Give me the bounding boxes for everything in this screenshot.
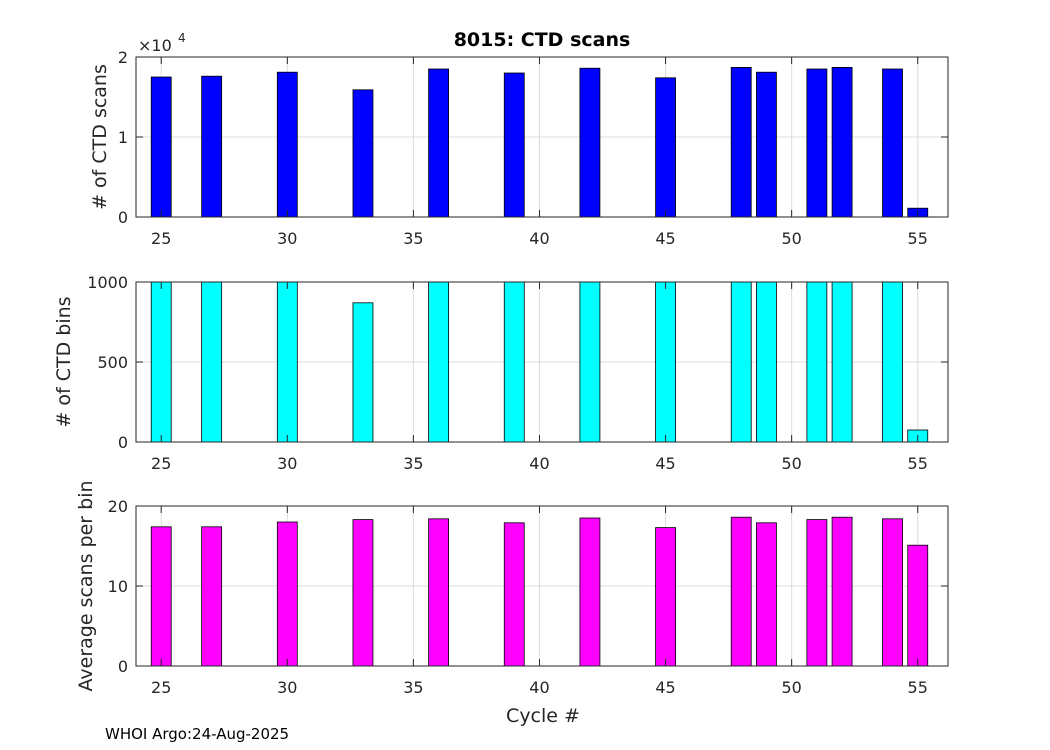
x-tick-label: 55 bbox=[908, 678, 928, 697]
x-tick-label: 35 bbox=[403, 678, 423, 697]
bar bbox=[579, 281, 601, 443]
bar bbox=[428, 281, 450, 443]
bar bbox=[201, 281, 223, 443]
y-tick-label: 1000 bbox=[87, 273, 128, 292]
bar bbox=[150, 526, 172, 667]
bar bbox=[276, 71, 298, 218]
y-tick-label: 2 bbox=[118, 48, 128, 67]
bar bbox=[428, 518, 450, 667]
chart-title: 8015: CTD scans bbox=[454, 29, 631, 51]
bar bbox=[831, 516, 853, 667]
bar bbox=[756, 71, 777, 218]
bar bbox=[730, 67, 752, 218]
bar bbox=[806, 519, 828, 667]
bar bbox=[655, 281, 676, 443]
y-exponent-power: 4 bbox=[178, 31, 186, 45]
bar bbox=[806, 281, 828, 443]
y-tick-label: 0 bbox=[118, 208, 128, 227]
bar bbox=[276, 281, 298, 443]
bar bbox=[730, 516, 752, 667]
y-axis-label: Average scans per bin bbox=[75, 480, 97, 691]
x-tick-label: 35 bbox=[403, 454, 423, 473]
bar bbox=[831, 281, 853, 443]
bar bbox=[655, 527, 676, 667]
footer-credit: WHOI Argo:24-Aug-2025 bbox=[105, 725, 290, 743]
bar bbox=[503, 72, 525, 218]
bar bbox=[150, 76, 172, 218]
y-tick-label: 20 bbox=[108, 497, 128, 516]
x-tick-label: 50 bbox=[781, 678, 801, 697]
chart-panel-1: 25 30 35 40 45 50 55 0 1 2 # of CTD scans 8015: CTD… bbox=[89, 29, 949, 248]
y-axis-label: # of CTD bins bbox=[53, 296, 75, 427]
x-tick-label: 25 bbox=[151, 229, 171, 248]
x-tick-label: 45 bbox=[655, 229, 675, 248]
y-tick-label: 0 bbox=[118, 433, 128, 452]
y-exponent-label: ×10 bbox=[138, 36, 172, 55]
bar bbox=[579, 517, 601, 667]
bar bbox=[831, 67, 853, 218]
y-tick-label: 10 bbox=[108, 577, 128, 596]
bar bbox=[882, 281, 903, 443]
x-tick-label: 25 bbox=[151, 678, 171, 697]
chart-panel-2: 25 30 35 40 45 50 55 0 500 1000 # of CTD bins bbox=[53, 273, 949, 473]
bar bbox=[276, 521, 298, 667]
bar bbox=[756, 281, 777, 443]
bar bbox=[503, 281, 525, 443]
x-tick-label: 50 bbox=[781, 454, 801, 473]
y-tick-label: 0 bbox=[118, 657, 128, 676]
x-tick-label: 30 bbox=[277, 454, 297, 473]
x-tick-label: 40 bbox=[529, 454, 549, 473]
bar bbox=[882, 518, 903, 667]
x-tick-label: 30 bbox=[277, 229, 297, 248]
y-tick-label: 1 bbox=[118, 128, 128, 147]
bar bbox=[806, 68, 828, 218]
bar bbox=[756, 522, 777, 667]
x-tick-label: 40 bbox=[529, 229, 549, 248]
x-tick-label: 40 bbox=[529, 678, 549, 697]
bar bbox=[150, 281, 172, 443]
bar bbox=[428, 68, 450, 218]
bar bbox=[907, 544, 929, 667]
bar bbox=[352, 302, 374, 443]
bar bbox=[201, 75, 223, 218]
bar bbox=[655, 77, 676, 218]
bar bbox=[352, 519, 374, 667]
x-tick-label: 50 bbox=[781, 229, 801, 248]
bar bbox=[730, 281, 752, 443]
bar bbox=[201, 526, 223, 667]
bar bbox=[352, 89, 374, 218]
chart-panel-3: 25 30 35 40 45 50 55 0 10 20 Average scans per bin… bbox=[75, 480, 949, 727]
x-axis-label: Cycle # bbox=[506, 705, 580, 727]
y-axis-label: # of CTD scans bbox=[89, 64, 111, 210]
x-tick-label: 25 bbox=[151, 454, 171, 473]
bar bbox=[503, 522, 525, 667]
x-tick-label: 55 bbox=[908, 229, 928, 248]
y-tick-label: 500 bbox=[97, 353, 128, 372]
x-tick-label: 45 bbox=[655, 678, 675, 697]
bar bbox=[579, 67, 601, 218]
x-tick-label: 55 bbox=[908, 454, 928, 473]
x-tick-label: 35 bbox=[403, 229, 423, 248]
x-tick-label: 30 bbox=[277, 678, 297, 697]
x-tick-label: 45 bbox=[655, 454, 675, 473]
bar bbox=[882, 68, 903, 218]
